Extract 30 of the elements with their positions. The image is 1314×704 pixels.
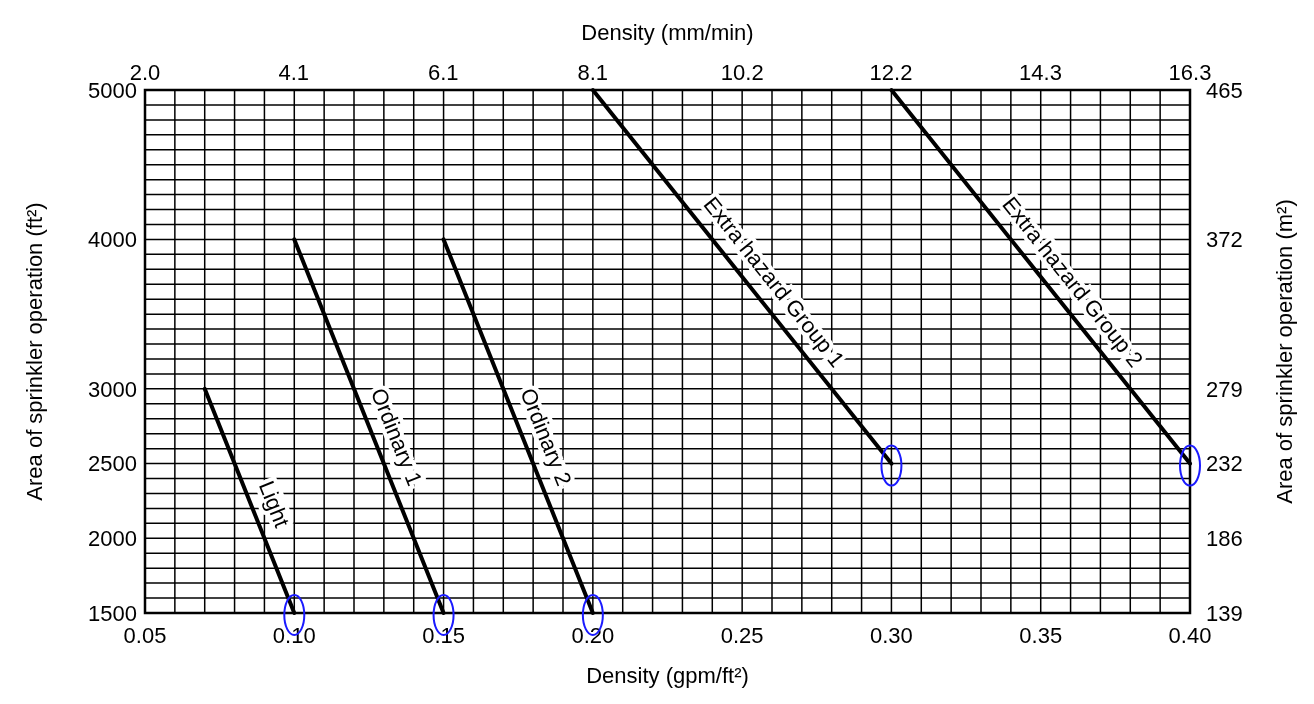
x-tick-label: 0.10 (272, 623, 316, 648)
x2-tick-label: 14.3 (1019, 60, 1062, 85)
x2-tick-label: 4.1 (278, 60, 310, 85)
y2-axis-title: Area of sprinkler operation (m²) (1272, 199, 1297, 504)
x2-tick-label: 8.1 (577, 60, 609, 85)
x-tick-label: 0.35 (1019, 623, 1063, 648)
x-axis-title: Density (gpm/ft²) (586, 663, 749, 688)
x-tick-label: 0.15 (422, 623, 465, 648)
y-tick-label: 2500 (88, 451, 137, 477)
x-tick-label: 0.20 (571, 623, 615, 648)
x2-tick-label: 16.3 (1168, 60, 1212, 85)
x2-tick-label: 6.1 (427, 60, 459, 85)
y-tick-label: 1500 (88, 600, 137, 626)
y-tick-label: 2000 (88, 525, 137, 551)
y2-tick-label: 279 (1206, 376, 1243, 402)
x2-tick-label: 10.2 (720, 60, 764, 85)
y-tick-label: 3000 (88, 376, 137, 402)
text: Light (253, 477, 295, 531)
y2-tick-label: 372 (1206, 227, 1243, 253)
x-tick-label: 0.25 (720, 623, 764, 648)
x2-tick-label: 12.2 (869, 60, 913, 85)
y2-tick-label: 139 (1206, 600, 1243, 626)
y2-tick-label: 232 (1206, 451, 1243, 477)
y-tick-label: 4000 (88, 227, 137, 253)
x-tick-label: 0.30 (870, 623, 913, 648)
x-tick-label: 0.05 (123, 623, 167, 648)
x-tick-label: 0.40 (1168, 623, 1212, 648)
y-axis-title: Area of sprinkler operation (ft²) (22, 202, 47, 501)
x2-axis-title: Density (mm/min) (581, 20, 754, 45)
y2-tick-label: 186 (1206, 525, 1243, 551)
